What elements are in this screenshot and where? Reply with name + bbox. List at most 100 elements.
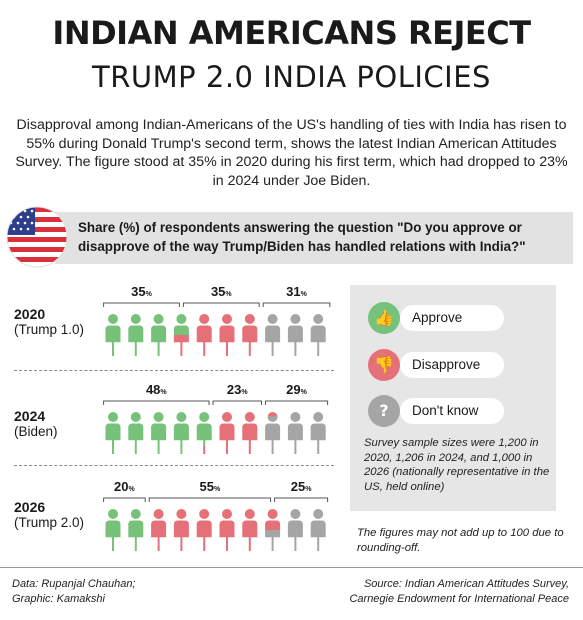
question-mark-icon: ?: [368, 395, 400, 427]
figure-fill-approve: [151, 314, 167, 356]
person-figure: [196, 412, 212, 454]
person-figure: [287, 412, 303, 454]
figure-fill-dont-know: [310, 509, 326, 551]
row-divider: [14, 370, 334, 371]
legend-dont-know-label: Don't know: [400, 398, 504, 424]
person-figure: [310, 509, 326, 551]
headline-line-2: TRUMP 2.0 INDIA POLICIES: [92, 60, 491, 94]
figure-fill-dont-know: [287, 509, 303, 551]
figure-fill-approve: [105, 509, 121, 551]
survey-question: Share (%) of respondents answering the q…: [78, 220, 526, 254]
figure-fill-disapprove: [242, 314, 258, 356]
figure-fill-disapprove: [196, 445, 212, 454]
figure-fill-disapprove: [196, 509, 212, 551]
figure-fill-disapprove: [173, 335, 189, 356]
figure-fill-approve: [105, 412, 121, 454]
person-figure: [265, 314, 281, 356]
pct-label-disapprove: 23%: [217, 382, 257, 397]
figure-fill-disapprove: [242, 509, 258, 551]
row-year-2020: 2020: [14, 306, 46, 322]
person-figure: [265, 412, 281, 454]
person-figure: [196, 314, 212, 356]
pct-label-approve: 35%: [122, 284, 162, 299]
footer-rule: [0, 567, 583, 568]
figure-fill-disapprove: [173, 509, 189, 551]
row-divider: [14, 465, 334, 466]
row-sub-2026: (Trump 2.0): [14, 515, 85, 530]
pct-value: 35: [210, 284, 226, 299]
pct-label-dont-know: 25%: [281, 479, 321, 494]
figure-fill-dont-know: [265, 314, 281, 356]
figure-fill-approve: [128, 509, 144, 551]
figure-fill-disapprove: [151, 509, 167, 551]
pct-value: 29: [286, 382, 301, 397]
pct-suffix: %: [145, 291, 152, 298]
pct-label-approve: 48%: [136, 382, 176, 397]
source-line-1: Source: Indian American Attitudes Survey…: [363, 578, 569, 590]
figure-fill-approve: [173, 314, 189, 336]
pct-label-approve: 20%: [104, 479, 144, 494]
person-figure: [265, 509, 281, 551]
person-figure: [310, 314, 326, 356]
pct-value: 31: [286, 284, 301, 299]
figure-fill-disapprove: [265, 412, 281, 417]
pct-value: 55: [199, 479, 214, 494]
row-year-2024: 2024: [14, 408, 46, 424]
figure-fill-approve: [173, 412, 189, 454]
data-credit: Data: Rupanjal Chauhan;: [12, 578, 136, 590]
person-figure: [128, 412, 144, 454]
bracket-disapprove: [212, 400, 262, 405]
pct-value: 20: [114, 479, 129, 494]
person-figure: [287, 314, 303, 356]
person-figure: [219, 412, 235, 454]
pct-suffix: %: [300, 291, 307, 298]
figure-fill-dont-know: [287, 314, 303, 356]
person-figure: [173, 314, 189, 356]
figure-fill-approve: [151, 412, 167, 454]
bracket-approve: [103, 302, 180, 307]
person-figure: [105, 509, 121, 551]
figure-fill-dont-know: [265, 416, 281, 454]
bracket-dont-know: [274, 497, 329, 502]
pct-value: 25: [290, 479, 306, 494]
figure-fill-approve: [196, 412, 212, 446]
pct-value: 35: [131, 284, 146, 299]
pct-label-disapprove: 55%: [190, 479, 230, 494]
bracket-dont-know: [262, 302, 331, 307]
thumbs-down-icon: 👎: [368, 349, 400, 381]
figure-fill-disapprove: [265, 509, 281, 531]
row-sub-2020: (Trump 1.0): [14, 322, 85, 337]
bracket-disapprove: [148, 497, 272, 502]
figure-fill-disapprove: [196, 314, 212, 356]
sample-size-note: Survey sample sizes were 1,200 in 2020, …: [364, 437, 550, 493]
bracket-disapprove: [182, 302, 260, 307]
row-year-2026: 2026: [14, 499, 46, 515]
legend-approve-label: Approve: [400, 305, 504, 331]
headline-line-1: INDIAN AMERICANS REJECT: [52, 14, 531, 52]
figure-fill-dont-know: [310, 412, 326, 454]
person-figure: [151, 509, 167, 551]
figure-fill-approve: [128, 314, 144, 356]
pct-suffix: %: [300, 389, 307, 396]
person-figure: [287, 509, 303, 551]
bracket-dont-know: [264, 400, 329, 405]
graphic-credit: Graphic: Kamakshi: [12, 593, 105, 605]
pct-suffix: %: [241, 389, 248, 396]
bracket-approve: [103, 497, 146, 502]
figure-fill-disapprove: [242, 412, 258, 454]
person-figure: [219, 314, 235, 356]
person-figure: [105, 314, 121, 356]
intro-paragraph: Disapproval among Indian-Americans of th…: [15, 117, 568, 189]
person-figure: [173, 509, 189, 551]
figure-fill-approve: [128, 412, 144, 454]
thumbs-up-icon: 👍: [368, 302, 400, 334]
person-figure: [128, 314, 144, 356]
person-figure: [105, 412, 121, 454]
us-flag-icon: [6, 206, 68, 268]
pct-label-disapprove: 35%: [201, 284, 241, 299]
source-line-2: Carnegie Endowment for International Pea…: [349, 593, 569, 605]
pct-value: 23: [226, 382, 242, 397]
pct-suffix: %: [160, 389, 167, 396]
figure-fill-disapprove: [219, 412, 235, 454]
person-figure: [128, 509, 144, 551]
